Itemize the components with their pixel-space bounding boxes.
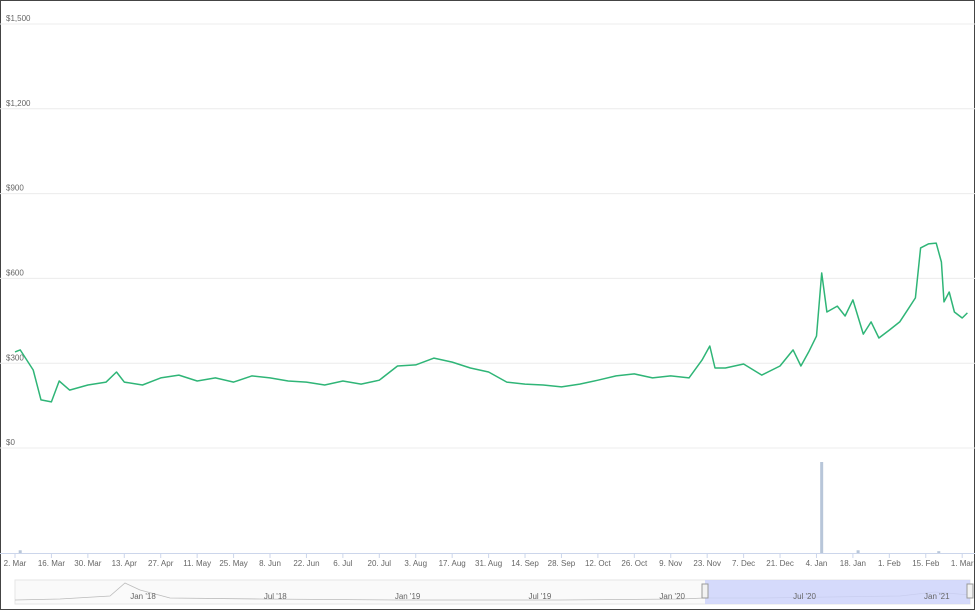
x-tick-label: 30. Mar bbox=[74, 559, 101, 568]
x-tick-label: 12. Oct bbox=[585, 559, 612, 568]
navigator-label: Jan '20 bbox=[659, 592, 685, 601]
navigator-label: Jan '19 bbox=[395, 592, 421, 601]
x-tick-label: 17. Aug bbox=[439, 559, 466, 568]
x-tick-label: 23. Nov bbox=[693, 559, 721, 568]
navigator-handle[interactable] bbox=[966, 583, 974, 599]
volume-bar bbox=[937, 551, 941, 553]
x-tick-label: 11. May bbox=[183, 559, 211, 568]
x-tick-label: 18. Jan bbox=[840, 559, 866, 568]
x-tick-label: 28. Sep bbox=[548, 559, 576, 568]
y-tick-label: $0 bbox=[6, 438, 15, 447]
y-tick-label: $1,500 bbox=[6, 14, 31, 23]
x-tick-label: 13. Apr bbox=[112, 559, 138, 568]
x-tick-label: 21. Dec bbox=[766, 559, 794, 568]
x-tick-label: 25. May bbox=[219, 559, 247, 568]
y-tick-label: $1,200 bbox=[6, 99, 31, 108]
x-tick-label: 26. Oct bbox=[621, 559, 648, 568]
x-tick-label: 3. Aug bbox=[404, 559, 427, 568]
price-line bbox=[14, 242, 968, 403]
x-tick-label: 15. Feb bbox=[912, 559, 940, 568]
navigator-label: Jan '21 bbox=[924, 592, 950, 601]
volume-bar bbox=[856, 550, 860, 553]
navigator-handle[interactable] bbox=[701, 583, 709, 599]
x-tick-label: 16. Mar bbox=[38, 559, 65, 568]
y-tick-label: $900 bbox=[6, 184, 24, 193]
x-tick-label: 2. Mar bbox=[4, 559, 27, 568]
x-tick-label: 1. Mar bbox=[951, 559, 974, 568]
x-tick-label: 14. Sep bbox=[511, 559, 539, 568]
x-tick-label: 4. Jan bbox=[806, 559, 828, 568]
navigator-selection[interactable] bbox=[705, 580, 970, 604]
navigator-label: Jul '20 bbox=[793, 592, 816, 601]
x-tick-label: 31. Aug bbox=[475, 559, 502, 568]
x-tick-label: 27. Apr bbox=[148, 559, 174, 568]
navigator-label: Jan '18 bbox=[130, 592, 156, 601]
navigator-label: Jul '19 bbox=[528, 592, 551, 601]
x-tick-label: 20. Jul bbox=[368, 559, 392, 568]
x-tick-label: 9. Nov bbox=[659, 559, 682, 568]
x-tick-label: 7. Dec bbox=[732, 559, 755, 568]
navigator-label: Jul '18 bbox=[264, 592, 287, 601]
x-tick-label: 1. Feb bbox=[878, 559, 901, 568]
x-tick-label: 22. Jun bbox=[293, 559, 319, 568]
x-tick-label: 8. Jun bbox=[259, 559, 281, 568]
y-tick-label: $300 bbox=[6, 353, 24, 362]
volume-bar bbox=[820, 462, 824, 553]
y-tick-label: $600 bbox=[6, 269, 24, 278]
volume-bar bbox=[18, 550, 22, 553]
x-tick-label: 6. Jul bbox=[333, 559, 352, 568]
